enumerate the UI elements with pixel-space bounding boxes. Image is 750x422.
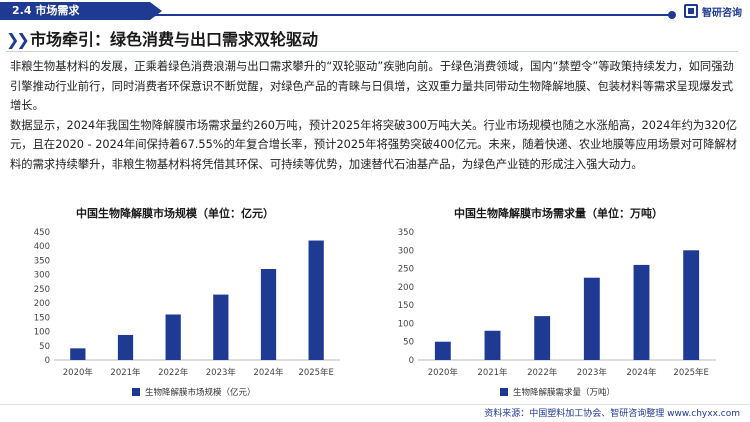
chart-1-legend: 生物降解膜市场规模（亿元） (132, 386, 256, 398)
y-tick-label: 150 (398, 301, 414, 311)
x-tick-label: 2020年 (63, 367, 94, 378)
double-chevron-icon: ❯❯ (6, 30, 30, 49)
banner-underline (6, 51, 738, 52)
legend-swatch (132, 388, 140, 396)
y-tick-label: 450 (34, 228, 50, 238)
y-tick-label: 300 (34, 271, 50, 281)
top-bar: 2.4 市场需求 智研咨询 (0, 0, 750, 22)
x-tick-label: 2024年 (253, 367, 284, 378)
y-tick-label: 250 (34, 285, 50, 295)
y-tick-label: 150 (34, 313, 50, 323)
y-tick-label: 350 (34, 256, 50, 266)
legend-swatch (500, 388, 508, 396)
chart-1-title: 中国生物降解膜市场规模（单位：亿元） (76, 207, 274, 220)
y-tick-label: 100 (398, 319, 414, 329)
x-tick-label: 2023年 (206, 367, 237, 378)
bar (484, 330, 501, 360)
y-tick-label: 50 (39, 342, 50, 352)
demand-volume-chart: 0 50 100 150 200 250 300 350 2020年 2021年 2022年 2023… (398, 228, 716, 378)
section-banner: ❯❯ 市场牵引：绿色消费与出口需求双轮驱动 (6, 28, 738, 52)
y-tick-label: 0 (45, 356, 50, 366)
y-tick-label: 50 (403, 338, 414, 348)
y-tick-label: 200 (398, 283, 414, 293)
y-tick-label: 300 (398, 246, 414, 256)
section-label: 2.4 市场需求 (0, 2, 162, 20)
logo-icon (684, 4, 698, 18)
bar (683, 250, 700, 360)
paragraph-data: 数据显示，2024年我国生物降解膜市场需求量约260万吨，预计2025年将突破3… (10, 118, 738, 171)
x-tick-label: 2021年 (477, 367, 508, 378)
bar (434, 341, 451, 360)
footer-divider (0, 404, 750, 405)
y-tick-label: 400 (34, 242, 50, 252)
x-tick-label: 2024年 (626, 367, 657, 378)
chart-2-title: 中国生物降解膜市场需求量（单位：万吨） (454, 207, 663, 220)
bar (165, 314, 181, 360)
body-text: 非粮生物基材料的发展，正乘着绿色消费浪潮与出口需求攀升的“双轮驱动”疾驰向前。于… (10, 57, 738, 174)
brand-logo[interactable]: 智研咨询 (684, 3, 742, 19)
bar (213, 294, 229, 360)
bar (633, 264, 650, 360)
y-tick-label: 0 (409, 356, 414, 366)
paragraph-intro: 非粮生物基材料的发展，正乘着绿色消费浪潮与出口需求攀升的“双轮驱动”疾驰向前。于… (10, 60, 734, 112)
x-tick-label: 2022年 (527, 367, 558, 378)
market-size-chart: 0 50 100 150 200 250 300 350 400 450 2020年 2021年 202… (34, 228, 340, 378)
bar (70, 348, 86, 360)
x-tick-label: 2025年E (298, 367, 334, 378)
y-tick-label: 350 (398, 228, 414, 238)
legend-label: 生物降解膜市场规模（亿元） (145, 388, 256, 398)
bar (117, 334, 134, 360)
chart-2-legend: 生物降解膜需求量（万吨） (500, 386, 615, 398)
bar (308, 240, 324, 360)
y-tick-label: 200 (34, 299, 50, 309)
x-tick-label: 2025年E (673, 367, 709, 378)
logo-text: 智研咨询 (702, 7, 742, 19)
legend-label: 生物降解膜需求量（万吨） (513, 388, 616, 398)
bar (583, 277, 600, 360)
bar (260, 268, 277, 360)
top-divider-dot (668, 11, 676, 19)
top-divider (150, 14, 670, 16)
source-note: 资料来源：中国塑料加工协会、智研咨询整理 www.chyxx.com (484, 409, 740, 419)
x-tick-label: 2022年 (158, 367, 189, 378)
banner-title: 市场牵引：绿色消费与出口需求双轮驱动 (30, 30, 319, 49)
x-tick-label: 2020年 (428, 367, 459, 378)
x-tick-label: 2021年 (110, 367, 141, 378)
x-tick-label: 2023年 (577, 367, 608, 378)
bar (534, 316, 551, 360)
footer: 资料来源：中国塑料加工协会、智研咨询整理 www.chyxx.com (0, 402, 750, 422)
y-tick-label: 250 (398, 265, 414, 275)
y-tick-label: 100 (34, 328, 50, 338)
